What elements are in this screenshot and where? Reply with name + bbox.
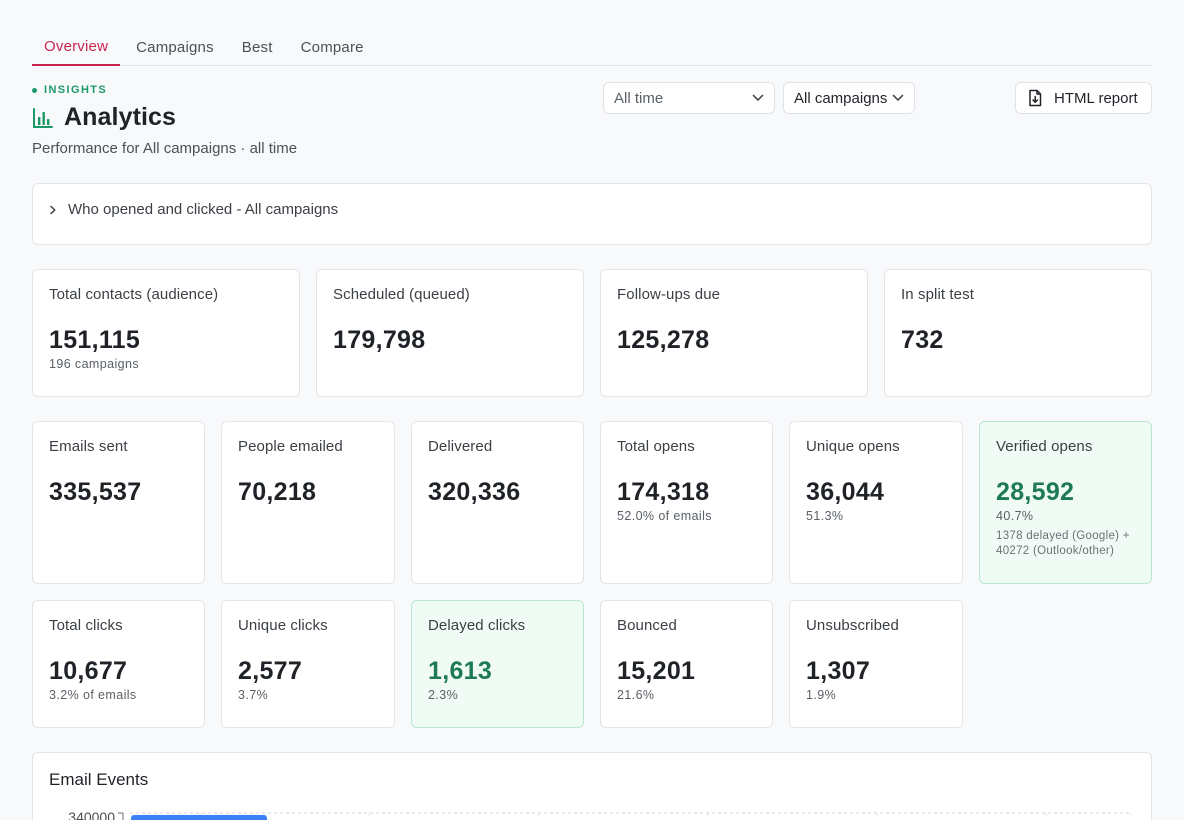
section-eyebrow: INSIGHTS xyxy=(32,84,107,96)
stat-label: Scheduled (queued) xyxy=(333,286,470,303)
stat-card-total-opens: Total opens 174,318 52.0% of emails xyxy=(600,421,773,584)
stat-sub: 21.6% xyxy=(617,688,655,702)
bar-chart-icon xyxy=(33,107,53,128)
who-opened-clicked-toggle[interactable]: Who opened and clicked - All campaigns xyxy=(32,183,1152,245)
stat-card-total-contacts: Total contacts (audience) 151,115 196 ca… xyxy=(32,269,300,397)
stat-value: 10,677 xyxy=(49,657,128,685)
eyebrow-label: INSIGHTS xyxy=(44,84,108,96)
stat-label: In split test xyxy=(901,286,974,303)
stat-value: 151,115 xyxy=(49,326,141,354)
stat-value: 15,201 xyxy=(617,657,696,685)
stat-value: 320,336 xyxy=(428,478,521,506)
file-download-icon xyxy=(1029,89,1042,107)
eyebrow-dot-icon xyxy=(32,87,37,93)
stat-label: Follow-ups due xyxy=(617,286,721,303)
stat-card-scheduled: Scheduled (queued) 179,798 xyxy=(316,269,584,397)
stat-sub: 40.7% xyxy=(996,509,1034,523)
stat-card-split-test: In split test 732 xyxy=(884,269,1152,397)
chevron-right-icon xyxy=(50,205,56,215)
stat-sub: 3.2% of emails xyxy=(49,688,137,702)
stat-sub: 3.7% xyxy=(238,688,269,702)
tab-compare[interactable]: Compare xyxy=(300,38,364,56)
stat-card-unique-clicks: Unique clicks 2,577 3.7% xyxy=(221,600,395,728)
stat-value: 36,044 xyxy=(806,478,885,506)
stat-card-unique-opens: Unique opens 36,044 51.3% xyxy=(789,421,963,584)
stat-card-unsubscribed: Unsubscribed 1,307 1.9% xyxy=(789,600,963,728)
tab-campaigns[interactable]: Campaigns xyxy=(136,38,214,56)
campaign-select[interactable]: All campaigns xyxy=(783,82,915,114)
who-opened-clicked-label: Who opened and clicked - All campaigns xyxy=(68,201,339,218)
email-events-title: Email Events xyxy=(49,770,149,789)
stat-label: Delivered xyxy=(428,438,493,455)
stat-value: 1,613 xyxy=(428,657,493,685)
page-title-text: Analytics xyxy=(64,103,177,131)
date-range-select[interactable]: All time xyxy=(603,82,775,114)
chevron-down-icon xyxy=(752,94,764,101)
y-tick-label: 340000 xyxy=(68,809,115,820)
stat-sub: 2.3% xyxy=(428,688,459,702)
stat-label: Total clicks xyxy=(49,617,123,634)
stat-label: Delayed clicks xyxy=(428,617,526,634)
stat-value: 335,537 xyxy=(49,478,142,506)
stat-sub: 52.0% of emails xyxy=(617,509,712,523)
stat-label: Unique opens xyxy=(806,438,900,455)
stat-card-verified-opens: Verified opens 28,592 40.7% 1378 delayed… xyxy=(979,421,1152,584)
campaign-value: All campaigns xyxy=(794,89,888,107)
chevron-down-icon xyxy=(892,94,904,101)
stat-sub: 1.9% xyxy=(806,688,837,702)
html-report-button[interactable]: HTML report xyxy=(1015,82,1152,114)
html-report-label: HTML report xyxy=(1054,89,1138,107)
tab-best[interactable]: Best xyxy=(241,38,273,56)
stat-label: Verified opens xyxy=(996,438,1093,455)
stat-label: Unique clicks xyxy=(238,617,328,634)
analytics-tabs: Overview Campaigns Best Compare xyxy=(32,28,1152,66)
stat-value: 2,577 xyxy=(238,657,303,685)
chart-bar[interactable] xyxy=(131,815,267,820)
chart-gridlines xyxy=(130,812,1132,820)
stat-card-follow-ups: Follow-ups due 125,278 xyxy=(600,269,868,397)
stat-card-bounced: Bounced 15,201 21.6% xyxy=(600,600,773,728)
stat-label: People emailed xyxy=(238,438,343,455)
stat-value: 70,218 xyxy=(238,478,317,506)
stat-label: Bounced xyxy=(617,617,677,634)
stat-card-total-clicks: Total clicks 10,677 3.2% of emails xyxy=(32,600,205,728)
stat-value: 1,307 xyxy=(806,657,871,685)
stat-value: 28,592 xyxy=(996,478,1075,506)
date-range-value: All time xyxy=(614,89,664,107)
stat-note: 1378 delayed (Google) + 40272 (Outlook/o… xyxy=(996,530,1130,557)
tab-overview[interactable]: Overview xyxy=(32,28,121,66)
stat-label: Unsubscribed xyxy=(806,617,899,634)
page-subtitle: Performance for All campaigns · all time xyxy=(32,140,298,157)
stat-label: Total contacts (audience) xyxy=(49,286,219,303)
stat-card-delayed-clicks: Delayed clicks 1,613 2.3% xyxy=(411,600,584,728)
stat-value: 179,798 xyxy=(333,326,426,354)
stat-label: Total opens xyxy=(617,438,695,455)
stat-card-delivered: Delivered 320,336 xyxy=(411,421,584,584)
stat-card-emails-sent: Emails sent 335,537 xyxy=(32,421,205,584)
stat-sub: 51.3% xyxy=(806,509,844,523)
stat-value: 125,278 xyxy=(617,326,710,354)
email-events-panel: 340000 Email Events xyxy=(32,752,1152,820)
stat-value: 732 xyxy=(901,326,944,354)
stat-sub: 196 campaigns xyxy=(49,357,139,371)
stat-value: 174,318 xyxy=(617,478,710,506)
email-events-chart: 340000 xyxy=(68,809,1132,820)
page-title: Analytics xyxy=(32,103,176,132)
stat-card-people-emailed: People emailed 70,218 xyxy=(221,421,395,584)
stat-label: Emails sent xyxy=(49,438,128,455)
